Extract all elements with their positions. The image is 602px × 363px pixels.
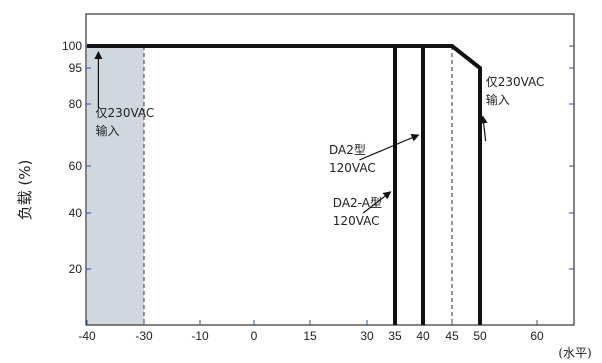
annotation-da2: DA2型 120VAC (329, 143, 376, 175)
axis-ticks: -40 -30 -10 0 15 30 35 40 45 50 60 20 40 60 80 95 100 (62, 39, 574, 343)
y-tick-label: 40 (69, 206, 83, 220)
annotation-line: 120VAC (333, 214, 380, 228)
y-axis-title: 负载 (%) (16, 160, 34, 221)
series-lines (87, 44, 482, 325)
x-tick-label: 15 (303, 329, 317, 343)
plot-frame (85, 13, 575, 326)
y-tick-label: 60 (69, 159, 83, 173)
annotation-da2-a: DA2-A型 120VAC (333, 196, 382, 228)
shaded-region-rect (87, 47, 144, 325)
annotation-line: 输入 (96, 123, 120, 138)
x-tick-label: 0 (251, 329, 258, 343)
annotation-arrow (359, 134, 420, 161)
y-tick-label: 100 (62, 39, 82, 53)
y-tick-label: 95 (69, 61, 83, 75)
annotation-arrow (362, 191, 392, 214)
x-tick-label: 50 (473, 329, 487, 343)
annotation-line: DA2型 (329, 143, 366, 157)
annotation-arrow (479, 115, 488, 142)
annotation-line: 输入 (486, 92, 510, 107)
annotation-230vac-right: 仅230VAC 输入 (486, 75, 545, 107)
series-line-2 (138, 44, 425, 325)
x-tick-label: 40 (416, 329, 430, 343)
annotation-arrows (94, 51, 488, 214)
reference-lines (143, 46, 453, 325)
annotation-line: 仅230VAC (96, 106, 155, 120)
y-tick-label: 20 (69, 262, 83, 276)
shaded-region (87, 47, 144, 325)
x-tick-label: 60 (530, 329, 544, 343)
annotation-line: 仅230VAC (486, 75, 545, 89)
y-tick-label: 80 (69, 97, 83, 111)
x-tick-label: -10 (191, 329, 209, 343)
x-tick-label: 30 (360, 329, 374, 343)
annotation-line: 120VAC (329, 161, 376, 175)
annotation-line: DA2-A型 (333, 196, 382, 210)
x-tick-label: 35 (388, 329, 402, 343)
x-unit-label: (水平) (558, 346, 591, 360)
annotation-230vac-left: 仅230VAC 输入 (96, 106, 155, 138)
series-line-1 (138, 44, 397, 325)
x-tick-label: -30 (135, 329, 153, 343)
x-tick-label: 45 (445, 329, 459, 343)
x-tick-label: -40 (78, 329, 96, 343)
